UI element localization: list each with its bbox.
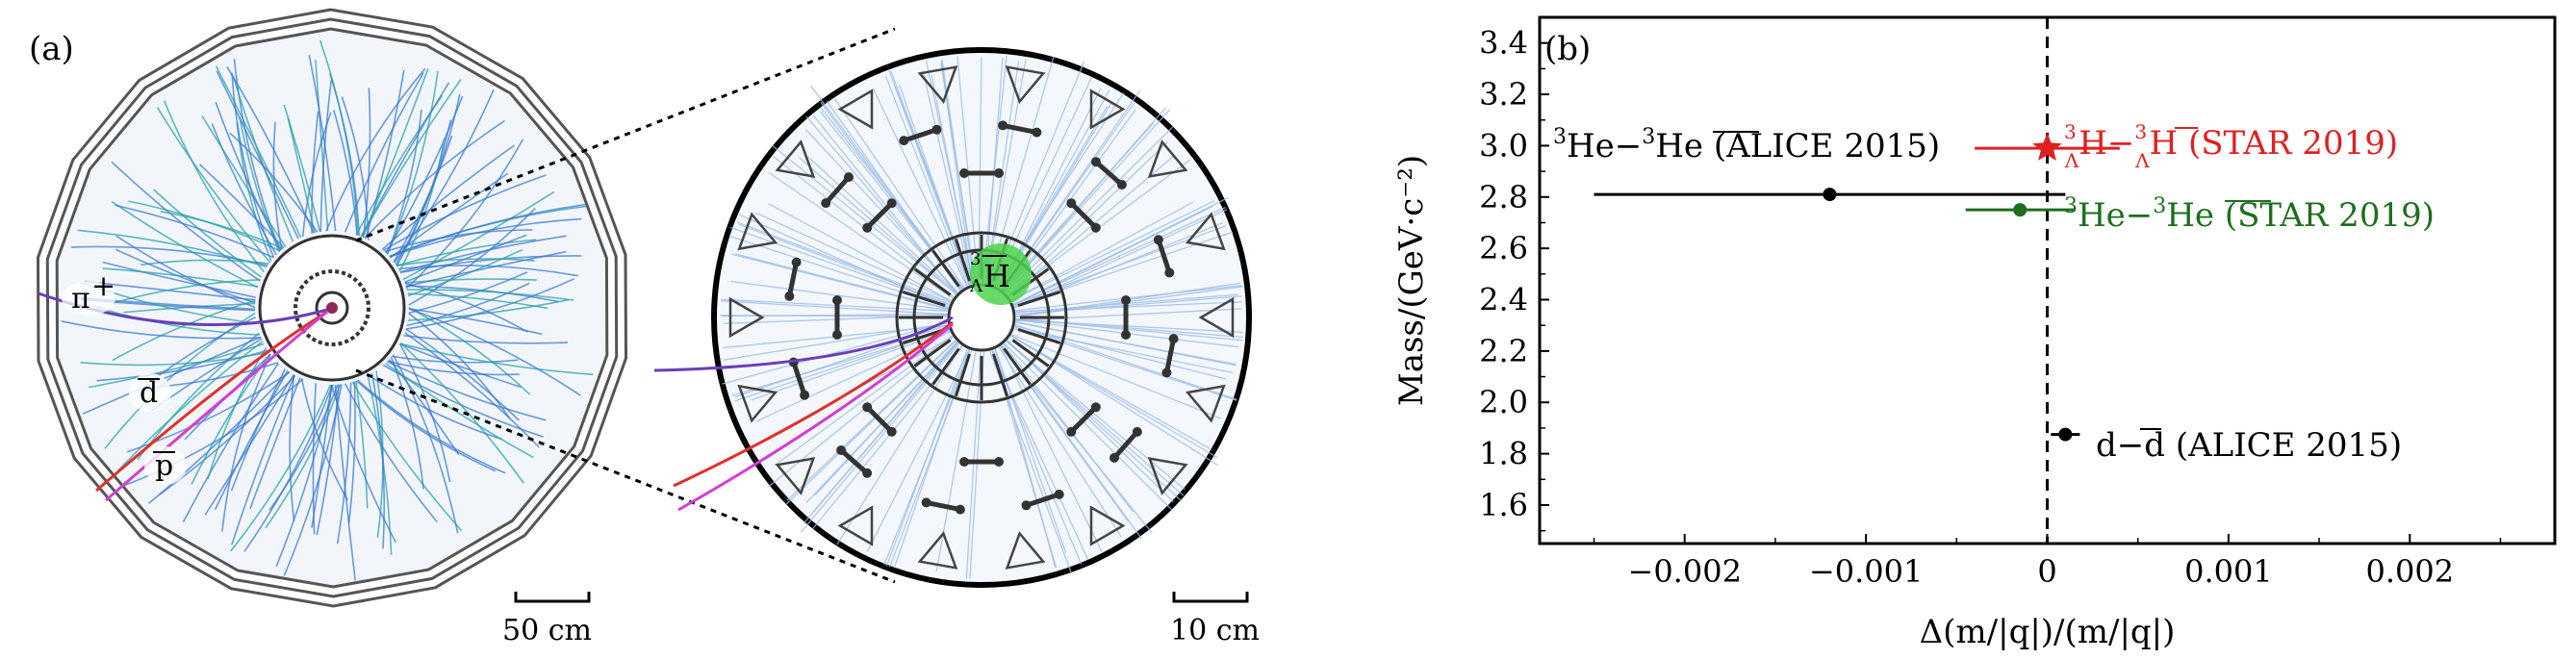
hypertriton-vertex: 3 Λ H <box>969 243 1032 305</box>
svg-text:50 cm: 50 cm <box>502 614 592 647</box>
y-tick-label: 2.4 <box>1479 282 1528 318</box>
x-tick-label: 0.001 <box>2184 553 2273 590</box>
tracker-modules <box>728 65 1235 570</box>
annotation-he3-alice: 3He−3He (ALICE 2015) <box>1553 125 1940 165</box>
annotation-he3-star: 3He−3He (STAR 2019) <box>2064 194 2435 235</box>
svg-text:π: π <box>71 282 90 316</box>
y-tick-label: 3.4 <box>1479 25 1528 62</box>
x-axis-ticks: −0.002 −0.001 0 0.001 0.002 <box>1593 534 2502 590</box>
circle-marker <box>2013 203 2028 217</box>
d-bar-track <box>95 310 328 493</box>
x-tick-label: −0.001 <box>1809 553 1923 590</box>
star-marker <box>2032 133 2062 161</box>
y-tick-label: 2.8 <box>1479 179 1528 215</box>
pi-plus-label: π + <box>62 269 115 316</box>
zoom-p-track <box>677 322 954 512</box>
y-tick-label: 1.6 <box>1479 487 1528 523</box>
data-point <box>1975 133 2120 161</box>
y-axis-ticks: 1.6 1.8 2.0 2.2 2.4 2.6 2.8 3.0 3.2 3.4 <box>1479 25 1549 532</box>
x-tick-label: 0.002 <box>2365 553 2454 590</box>
panel-a-label: (a) <box>29 30 74 68</box>
y-tick-label: 2.2 <box>1479 333 1528 369</box>
svg-text:H: H <box>983 258 1010 294</box>
x-tick-label: −0.002 <box>1628 553 1742 590</box>
panel-b-label: (b) <box>1544 30 1591 68</box>
beam-pipe <box>315 291 349 325</box>
svg-text:p: p <box>155 449 173 483</box>
circle-marker <box>2058 427 2073 442</box>
circle-marker <box>1823 188 1837 202</box>
svg-text:Λ: Λ <box>969 276 983 296</box>
zoom-d-track <box>673 320 954 488</box>
data-point <box>1594 188 2066 202</box>
detector-middle-shell <box>45 17 619 598</box>
detector-outer-shell <box>36 8 628 608</box>
svg-text:+: + <box>91 269 115 303</box>
detector-overview: π + d p 50 cm <box>36 8 628 647</box>
zoom-ring-outer <box>895 231 1068 404</box>
y-tick-label: 3.0 <box>1479 127 1528 164</box>
p-bar-track <box>105 310 328 502</box>
svg-text:3ΛH−3ΛH (STAR 2019): 3 ΛH−3 ΛH (STAR 2019) <box>2064 120 2398 172</box>
svg-text:10 cm: 10 cm <box>1170 614 1260 647</box>
primary-vertex <box>326 302 338 314</box>
y-tick-label: 2.6 <box>1479 230 1528 266</box>
x-tick-label: 0 <box>2037 553 2056 590</box>
annotation-hypertriton-star: 3 ΛH−3 ΛH (STAR 2019) <box>2064 120 2398 172</box>
y-axis-title: Mass/(GeV·c⁻²) <box>1392 155 1431 406</box>
data-point <box>2051 427 2080 442</box>
svg-text:3He−3He (ALICE 2015): 3He−3He (ALICE 2015) <box>1553 125 1940 165</box>
d-bar-label: d <box>129 373 171 412</box>
data-point <box>1965 203 2075 217</box>
svg-text:d: d <box>140 376 158 410</box>
zoom-pi-track <box>653 316 954 372</box>
scale-bar-50cm: 50 cm <box>502 592 592 647</box>
zoom-connector-bottom <box>355 368 896 584</box>
annotation-deuteron-alice: d−d (ALICE 2015) <box>2096 426 2402 465</box>
y-tick-label: 2.0 <box>1479 384 1528 420</box>
scale-bar-10cm: 10 cm <box>1170 592 1260 647</box>
x-axis-title: Δ(m/|q|)/(m/|q|) <box>1920 613 2176 651</box>
inner-tracker-ring <box>293 269 370 346</box>
panel-b-chart: (b) −0.002 −0.001 0 0.001 0.002 1.6 1.8 2.0 2.2… <box>1392 15 2557 651</box>
svg-text:3He−3He (STAR 2019): 3He−3He (STAR 2019) <box>2064 194 2435 235</box>
track-bundle-overview <box>61 39 594 581</box>
y-tick-label: 1.8 <box>1479 436 1528 472</box>
svg-text:3: 3 <box>970 249 981 269</box>
p-bar-label: p <box>144 446 187 485</box>
y-tick-label: 3.2 <box>1479 76 1528 113</box>
panel-a: (a) π + d <box>29 8 1260 647</box>
zoom-connector-top <box>355 27 896 242</box>
svg-text:d−d (ALICE 2015): d−d (ALICE 2015) <box>2096 426 2402 465</box>
data-points <box>1594 133 2120 442</box>
detector-zoom: 3 Λ H <box>653 47 1252 588</box>
